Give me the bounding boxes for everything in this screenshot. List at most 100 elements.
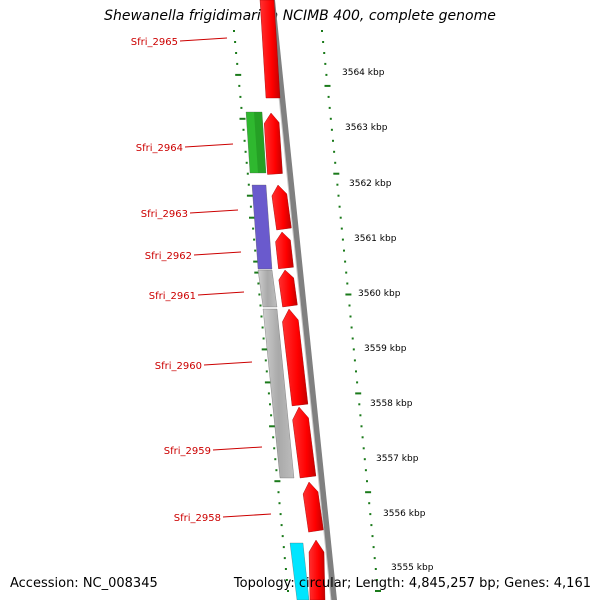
gc-tick (322, 41, 325, 43)
gc-tick (244, 150, 247, 153)
gene-arrow[interactable] (259, 0, 281, 99)
gc-tick (351, 337, 354, 340)
gene-label: Sfri_2961 (149, 291, 196, 302)
gc-tick (285, 579, 288, 581)
gc-tick (262, 337, 265, 340)
gc-tick (346, 282, 349, 285)
gc-tick (361, 436, 364, 439)
gc-tick (363, 458, 366, 461)
gene-label: Sfri_2965 (131, 37, 178, 48)
backbone-line (269, 0, 337, 600)
genome-backbone (268, 0, 337, 600)
cog-block-shade (254, 112, 266, 173)
gc-tick (249, 216, 255, 219)
cog-category-track (245, 111, 310, 600)
gc-content-track (233, 30, 381, 592)
gene-arrow[interactable] (292, 406, 317, 479)
gene-arrow[interactable] (275, 231, 294, 270)
gc-tick (353, 359, 356, 362)
gc-tick (323, 52, 326, 54)
kbp-tick-label: 3560 kbp (358, 289, 401, 299)
gc-tick (259, 304, 262, 307)
kbp-tick-label: 3559 kbp (364, 344, 407, 354)
gc-tick (261, 326, 264, 329)
accession-label: Accession: NC_008345 (10, 576, 158, 591)
gc-tick (358, 403, 361, 406)
gc-tick (273, 447, 276, 450)
gc-tick (336, 183, 339, 186)
gc-tick (264, 359, 267, 362)
gc-tick (277, 491, 280, 494)
gc-tick (344, 260, 347, 263)
gc-tick (350, 326, 353, 329)
gene-label-leader (184, 143, 234, 148)
gc-tick (281, 535, 284, 538)
gc-tick (270, 414, 273, 417)
gc-tick (247, 183, 250, 186)
gc-tick (253, 238, 256, 241)
gc-tick (330, 128, 333, 131)
gc-tick (339, 216, 342, 219)
cog-block-gray (262, 308, 295, 479)
gene-arrow[interactable] (308, 539, 326, 600)
gc-tick (374, 568, 377, 570)
gc-tick (341, 238, 344, 241)
gc-tick (362, 447, 365, 450)
gene-arrow[interactable] (282, 308, 309, 407)
gc-tick (348, 304, 351, 307)
gc-tick (245, 161, 248, 164)
gene-label-leader (203, 361, 253, 366)
gc-tick (279, 513, 282, 516)
gc-tick (243, 139, 246, 142)
kbp-tick-label: 3558 kbp (370, 399, 413, 409)
gene-arrow[interactable] (263, 112, 283, 175)
gene-label-leader (222, 513, 272, 518)
gc-tick (343, 249, 345, 252)
gene-arrow[interactable] (278, 269, 298, 308)
gc-tick (260, 315, 263, 318)
gc-tick (337, 194, 340, 197)
gene-arrow[interactable] (302, 481, 324, 533)
kbp-tick-label: 3561 kbp (354, 234, 397, 244)
gc-tick (267, 392, 270, 395)
gc-tick (234, 41, 237, 43)
gc-tick (360, 425, 363, 428)
gc-tick (338, 205, 341, 208)
gene-arrow-track[interactable] (259, 0, 326, 600)
gc-tick (254, 271, 261, 274)
gene-arrow[interactable] (271, 184, 292, 231)
gc-tick (371, 535, 374, 538)
gc-tick (368, 502, 371, 505)
gc-tick (324, 84, 331, 87)
gc-tick (352, 348, 355, 351)
gc-tick (272, 436, 275, 439)
cog-block-purple (251, 184, 273, 270)
kbp-ruler: 3564 kbp 3563 kbp 3562 kbp 3561 kbp 3560 kbp… (342, 68, 434, 573)
gc-tick (355, 370, 357, 373)
gc-tick (373, 557, 376, 560)
gc-tick (269, 425, 276, 428)
topology-summary: Topology: circular; Length: 4,845,257 bp… (233, 576, 591, 591)
gc-tick (327, 95, 330, 98)
gc-tick (372, 546, 375, 549)
gc-tick (340, 227, 343, 230)
gc-tick (258, 293, 261, 296)
gc-tick (355, 392, 362, 395)
gc-tick (233, 30, 235, 32)
gc-tick (324, 62, 327, 65)
gene-label: Sfri_2964 (136, 143, 183, 154)
gc-tick (375, 579, 378, 581)
gc-tick (287, 590, 289, 592)
gc-tick (238, 84, 241, 87)
kbp-tick-label: 3556 kbp (383, 509, 426, 519)
gc-tick (239, 95, 242, 98)
gc-tick (365, 491, 372, 494)
gc-tick (284, 568, 287, 570)
gc-tick (264, 381, 271, 384)
gc-tick (275, 469, 278, 472)
gc-tick (249, 205, 252, 208)
gc-tick (282, 546, 285, 549)
gc-tick (235, 73, 242, 76)
gc-tick (370, 524, 373, 527)
